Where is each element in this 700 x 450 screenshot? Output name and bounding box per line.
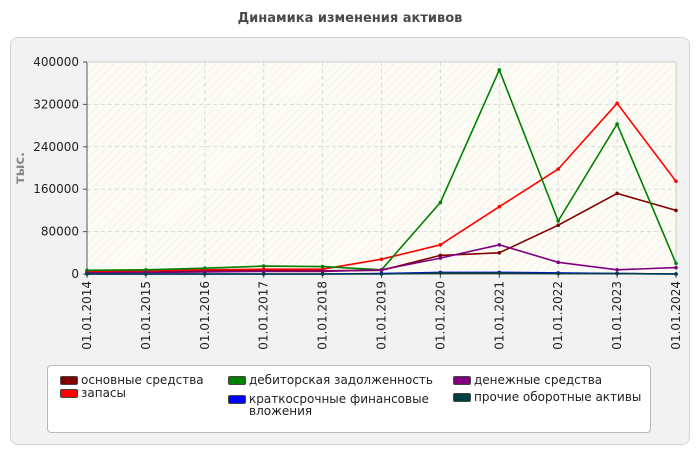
data-point	[438, 256, 443, 260]
legend-item-other-current-assets: прочие оборотные активы	[453, 391, 641, 403]
legend-label: запасы	[81, 386, 127, 400]
data-point	[379, 267, 384, 272]
legend-label: дебиторская задолженность	[249, 373, 433, 387]
data-point	[615, 122, 619, 126]
data-point	[438, 200, 443, 205]
legend-swatch	[453, 376, 471, 385]
data-point	[320, 269, 325, 274]
data-point	[85, 272, 89, 276]
legend-label: основные средства	[81, 373, 204, 387]
data-point	[497, 243, 502, 247]
data-point	[556, 271, 560, 276]
data-point	[438, 243, 443, 247]
y-tick-label: 400000	[33, 55, 79, 69]
legend-item-inventory: запасы	[60, 387, 126, 399]
data-point	[497, 251, 502, 255]
data-point	[261, 264, 266, 268]
legend: основные средства запасы дебиторская зад…	[47, 365, 651, 433]
data-point	[497, 204, 502, 209]
data-point	[320, 264, 325, 269]
data-point	[615, 271, 619, 276]
data-point	[379, 272, 384, 276]
series-group	[85, 68, 678, 276]
data-point	[320, 272, 325, 276]
data-point	[438, 253, 443, 258]
data-point	[144, 267, 148, 272]
data-point	[261, 272, 266, 276]
data-point	[674, 208, 678, 213]
legend-item-fixed-assets: основные средства	[60, 374, 204, 386]
legend-swatch	[60, 389, 78, 398]
data-point	[438, 271, 443, 275]
data-point	[556, 223, 560, 228]
x-tick-label: 01.01.2014	[80, 281, 94, 350]
legend-label: денежные средства	[474, 373, 603, 387]
legend-swatch	[453, 393, 471, 402]
y-tick-label: 320000	[33, 97, 79, 111]
x-tick-label: 01.01.2017	[257, 281, 271, 350]
x-tick-label: 01.01.2018	[316, 281, 330, 350]
data-point	[556, 219, 560, 223]
data-point	[261, 269, 266, 274]
data-point	[615, 267, 619, 272]
legend-item-cash: денежные средства	[453, 374, 602, 386]
y-axis-label: тыс.	[13, 152, 28, 184]
x-tick-label: 01.01.2020	[433, 281, 447, 350]
x-tick-label: 01.01.2019	[375, 281, 389, 350]
x-tick-label: 01.01.2023	[610, 281, 624, 350]
chart-title: Динамика изменения активов	[237, 11, 463, 26]
x-tick-label: 01.01.2024	[669, 281, 683, 350]
legend-label: прочие оборотные активы	[474, 390, 642, 404]
legend-label: краткосрочные финансовые вложения	[249, 392, 429, 418]
series-5	[85, 271, 678, 276]
data-point	[203, 272, 207, 276]
data-point	[497, 68, 502, 72]
legend-swatch	[60, 376, 78, 385]
data-point	[674, 272, 678, 276]
x-tick-label: 01.01.2016	[198, 281, 212, 350]
x-tick-label: 01.01.2021	[492, 281, 506, 350]
data-point	[497, 271, 502, 275]
data-point	[615, 101, 619, 106]
data-point	[615, 191, 619, 196]
data-point	[144, 272, 148, 276]
data-point	[556, 260, 560, 265]
legend-swatch	[228, 376, 246, 385]
axis-labels: 400000 320000 240000 160000 80000 001.01.2014…	[13, 55, 683, 350]
data-point	[674, 261, 678, 266]
data-point	[674, 265, 678, 270]
y-tick-label: 0	[71, 267, 79, 281]
x-tick-label: 01.01.2015	[139, 281, 153, 350]
data-point	[203, 266, 207, 270]
y-tick-label: 160000	[33, 182, 79, 196]
data-point	[674, 179, 678, 184]
y-tick-label: 80000	[41, 225, 79, 239]
data-point	[556, 167, 560, 171]
legend-item-short-term-investments: краткосрочные финансовые вложения	[228, 393, 429, 417]
data-point	[85, 268, 89, 273]
legend-swatch	[228, 395, 246, 404]
legend-item-receivables: дебиторская задолженность	[228, 374, 433, 386]
y-tick-label: 240000	[33, 140, 79, 154]
data-point	[379, 257, 384, 261]
x-tick-label: 01.01.2022	[551, 281, 565, 350]
